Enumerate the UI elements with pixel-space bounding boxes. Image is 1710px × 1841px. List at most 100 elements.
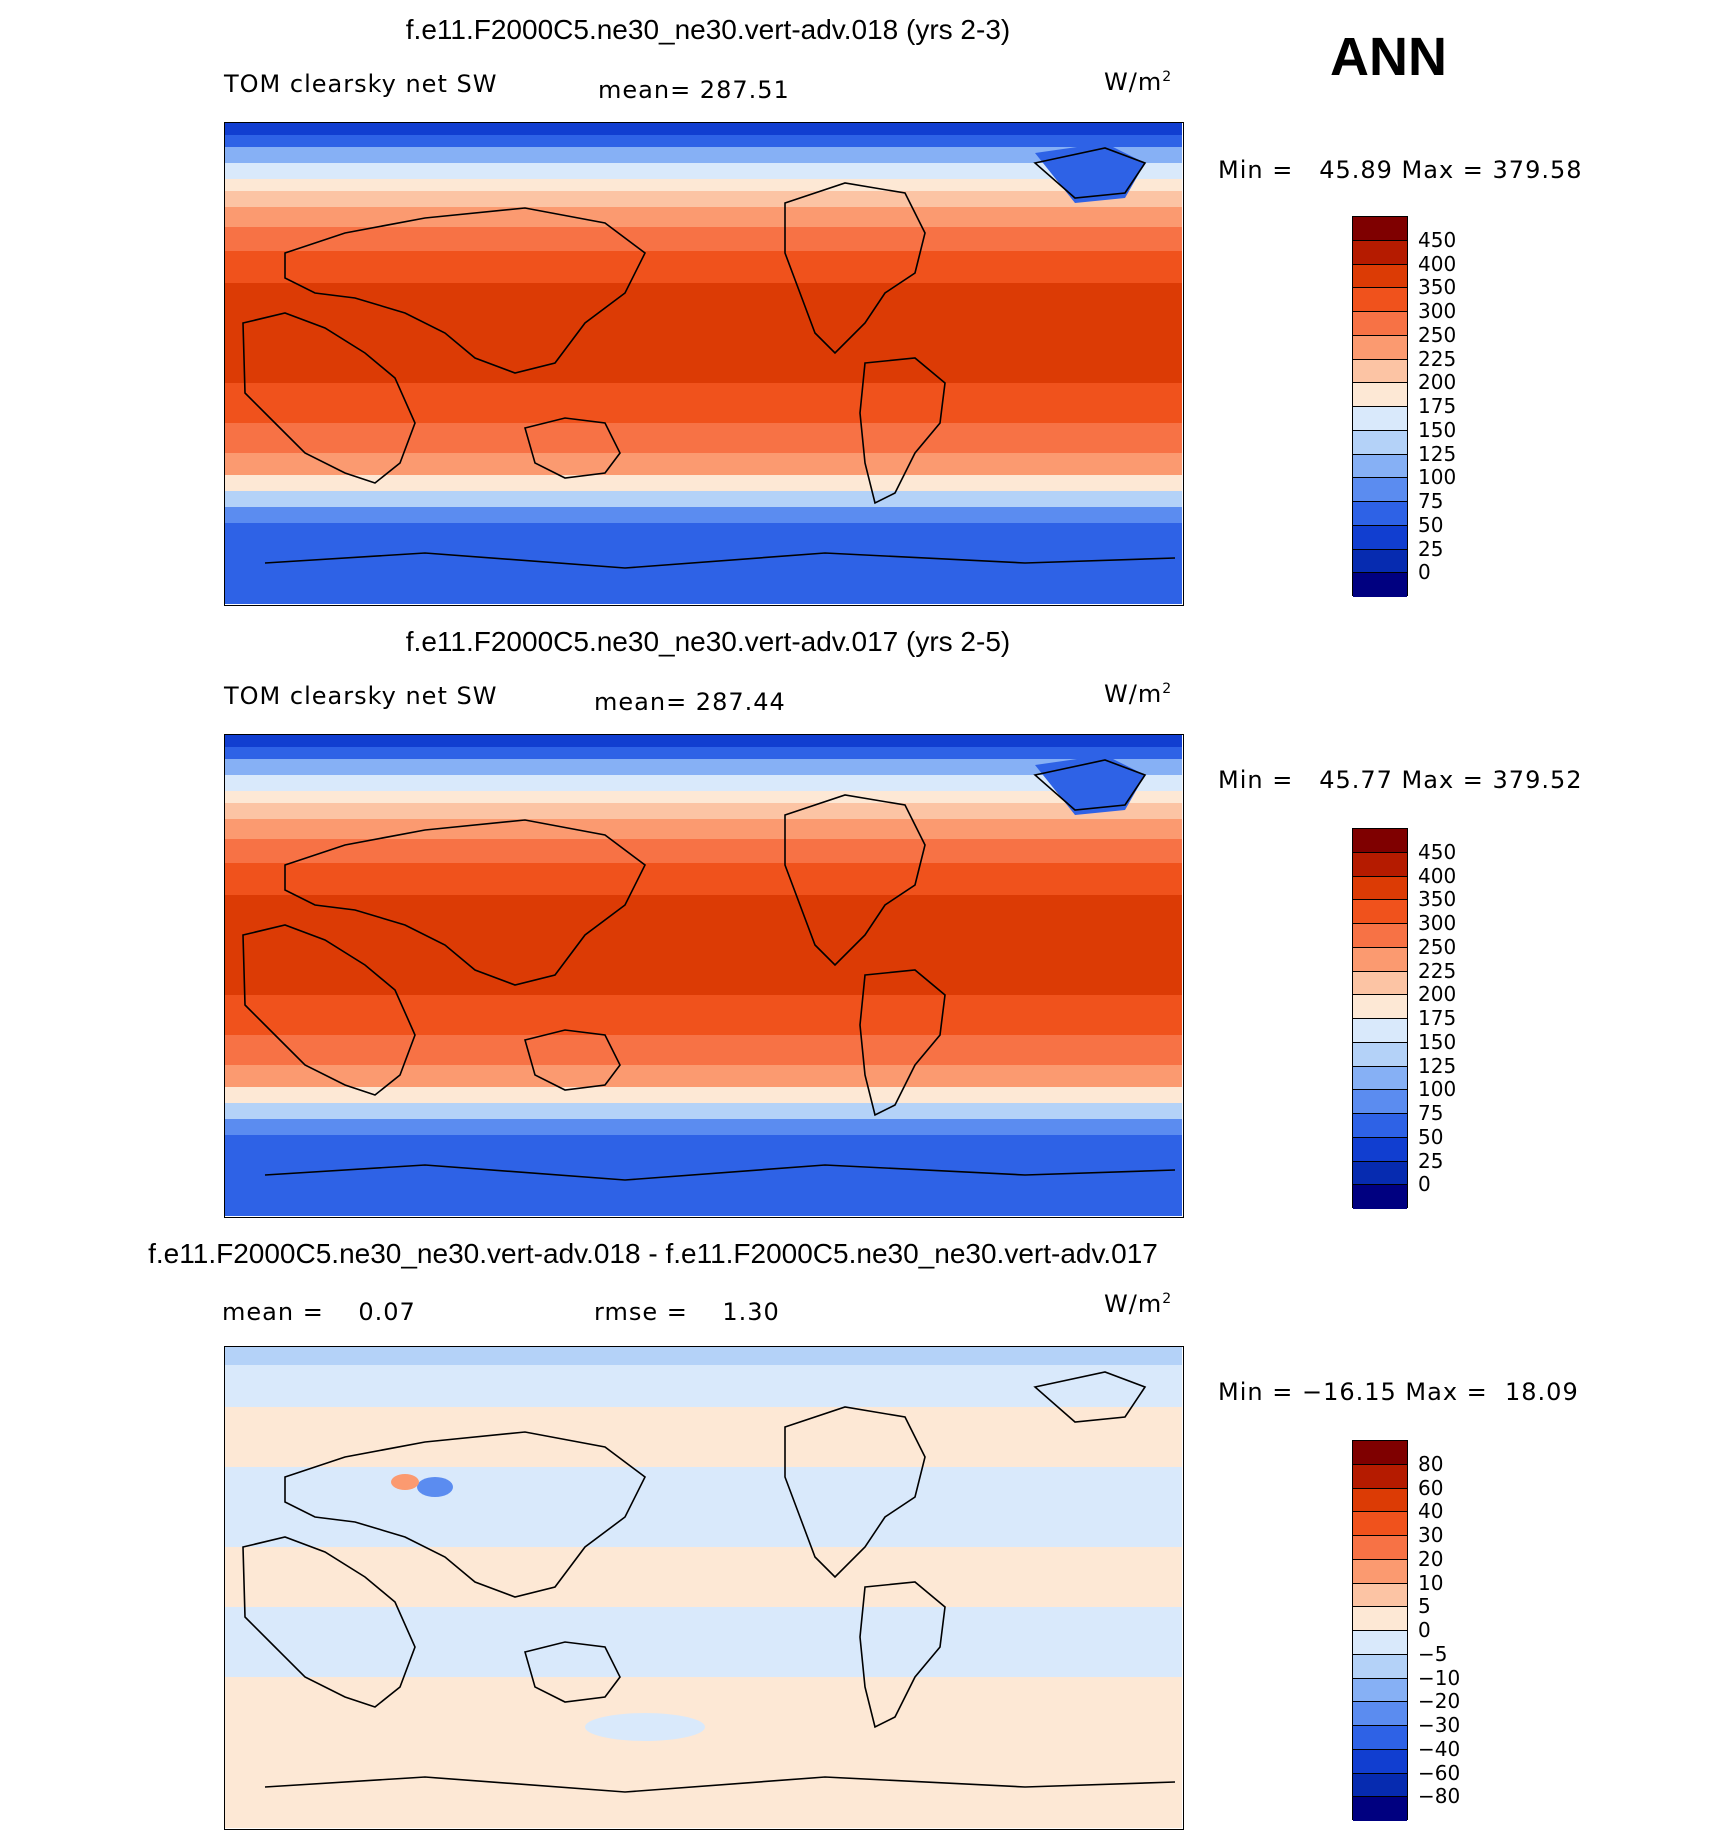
panel-1-units: W/m2 — [1104, 68, 1172, 96]
colorbar-swatch — [1353, 1702, 1407, 1726]
colorbar-swatch — [1353, 1726, 1407, 1750]
field-band — [225, 803, 1182, 819]
colorbar-swatch — [1353, 1441, 1407, 1465]
field-band — [225, 283, 1182, 383]
coastline — [784, 794, 926, 967]
coastline — [1033, 147, 1147, 199]
coastline — [1033, 1371, 1147, 1423]
field-band — [225, 819, 1182, 839]
colorbar-swatch — [1353, 829, 1407, 853]
colorbar-tick-label: −80 — [1418, 1784, 1461, 1809]
panel-3-units-text: W/m — [1104, 1290, 1163, 1318]
colorbar-tick-label: 200 — [1418, 982, 1457, 1007]
field-band — [225, 747, 1182, 759]
colorbar-swatch — [1353, 852, 1407, 877]
coastline — [242, 1536, 416, 1708]
field-band — [225, 1467, 1182, 1547]
field-band — [225, 523, 1182, 604]
coastline — [784, 1406, 926, 1579]
colorbar-swatch — [1353, 971, 1407, 996]
panel-3-colorbar — [1352, 1440, 1408, 1821]
colorbar-swatch — [1353, 1773, 1407, 1798]
colorbar-swatch — [1353, 876, 1407, 901]
coastline — [859, 1581, 946, 1729]
colorbar-tick-label: 225 — [1418, 958, 1457, 983]
panel-1-map — [224, 122, 1184, 606]
colorbar-tick-label: 150 — [1418, 1029, 1457, 1054]
panel-2-map — [224, 734, 1184, 1218]
colorbar-tick-label: 50 — [1418, 1124, 1444, 1149]
field-band — [225, 251, 1182, 283]
colorbar-tick-label: −5 — [1418, 1641, 1448, 1666]
colorbar-tick-label: 400 — [1418, 251, 1457, 276]
panel-3-units: W/m2 — [1104, 1290, 1172, 1318]
colorbar-swatch — [1353, 1607, 1407, 1631]
colorbar-tick-label: 100 — [1418, 1077, 1457, 1102]
diff-anomaly — [391, 1474, 419, 1490]
colorbar-swatch — [1353, 1066, 1407, 1091]
coastline — [524, 1029, 621, 1091]
colorbar-swatch — [1353, 1797, 1407, 1821]
colorbar-tick-label: 450 — [1418, 227, 1457, 252]
colorbar-tick-label: 125 — [1418, 1053, 1457, 1078]
colorbar-swatch — [1353, 1042, 1407, 1067]
colorbar-swatch — [1353, 1161, 1407, 1186]
colorbar-swatch — [1353, 900, 1407, 924]
colorbar-swatch — [1353, 1185, 1407, 1209]
panel-2-units-text: W/m — [1104, 680, 1163, 708]
greenland-field — [1035, 143, 1145, 203]
coastline — [859, 357, 946, 505]
panel-2-minmax: Min = 45.77 Max = 379.52 — [1218, 766, 1583, 794]
colorbar-tick-label: −20 — [1418, 1689, 1461, 1714]
colorbar-swatch — [1353, 335, 1407, 360]
colorbar-swatch — [1353, 1114, 1407, 1138]
panel-1-colorbar — [1352, 216, 1408, 597]
coastline — [1033, 759, 1147, 811]
field-band — [225, 147, 1182, 163]
colorbar-tick-label: 0 — [1418, 1618, 1431, 1642]
colorbar-swatch — [1353, 1536, 1407, 1560]
coastline — [284, 819, 647, 986]
field-band — [225, 1119, 1182, 1135]
coastline — [784, 182, 926, 355]
field-band — [225, 775, 1182, 791]
coastline — [284, 207, 647, 374]
colorbar-tick-label: 175 — [1418, 1006, 1457, 1030]
colorbar-tick-label: 10 — [1418, 1570, 1444, 1595]
field-band — [225, 1365, 1182, 1407]
colorbar-swatch — [1353, 478, 1407, 502]
colorbar-tick-label: 25 — [1418, 536, 1444, 561]
field-band — [225, 423, 1182, 453]
panel-3-units-exponent: 2 — [1162, 1291, 1173, 1307]
colorbar-tick-label: 0 — [1418, 1172, 1431, 1197]
field-band — [225, 475, 1182, 491]
colorbar-tick-label: 50 — [1418, 512, 1444, 537]
field-band — [225, 1607, 1182, 1677]
colorbar-swatch — [1353, 454, 1407, 479]
field-band — [225, 453, 1182, 475]
colorbar-tick-label: 40 — [1418, 1499, 1444, 1524]
colorbar-swatch — [1353, 1654, 1407, 1679]
colorbar-tick-label: 75 — [1418, 489, 1444, 513]
field-band — [225, 1767, 1182, 1828]
colorbar-tick-label: 20 — [1418, 1546, 1444, 1571]
colorbar-tick-label: −60 — [1418, 1760, 1461, 1785]
field-band — [225, 1103, 1182, 1119]
colorbar-tick-label: 350 — [1418, 887, 1457, 912]
colorbar-swatch — [1353, 407, 1407, 431]
coastline — [524, 417, 621, 479]
coastline — [524, 1641, 621, 1703]
field-band — [225, 863, 1182, 895]
colorbar-tick-label: 250 — [1418, 934, 1457, 959]
colorbar-tick-label: 30 — [1418, 1523, 1444, 1547]
panel-2-colorbar — [1352, 828, 1408, 1209]
colorbar-swatch — [1353, 947, 1407, 972]
colorbar-tick-label: 250 — [1418, 322, 1457, 347]
panel-2-colorbar-ticks: 450 400 350 300 250 225 200 175 150 125 100 75 50 25 0 — [1418, 828, 1498, 1208]
colorbar-swatch — [1353, 359, 1407, 384]
colorbar-tick-label: 0 — [1418, 560, 1431, 585]
field-band — [225, 191, 1182, 207]
colorbar-swatch — [1353, 1631, 1407, 1655]
coastline — [264, 1164, 1176, 1181]
field-band — [225, 1065, 1182, 1087]
